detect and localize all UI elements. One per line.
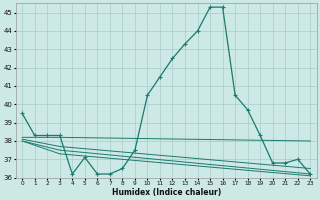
X-axis label: Humidex (Indice chaleur): Humidex (Indice chaleur)	[112, 188, 221, 197]
